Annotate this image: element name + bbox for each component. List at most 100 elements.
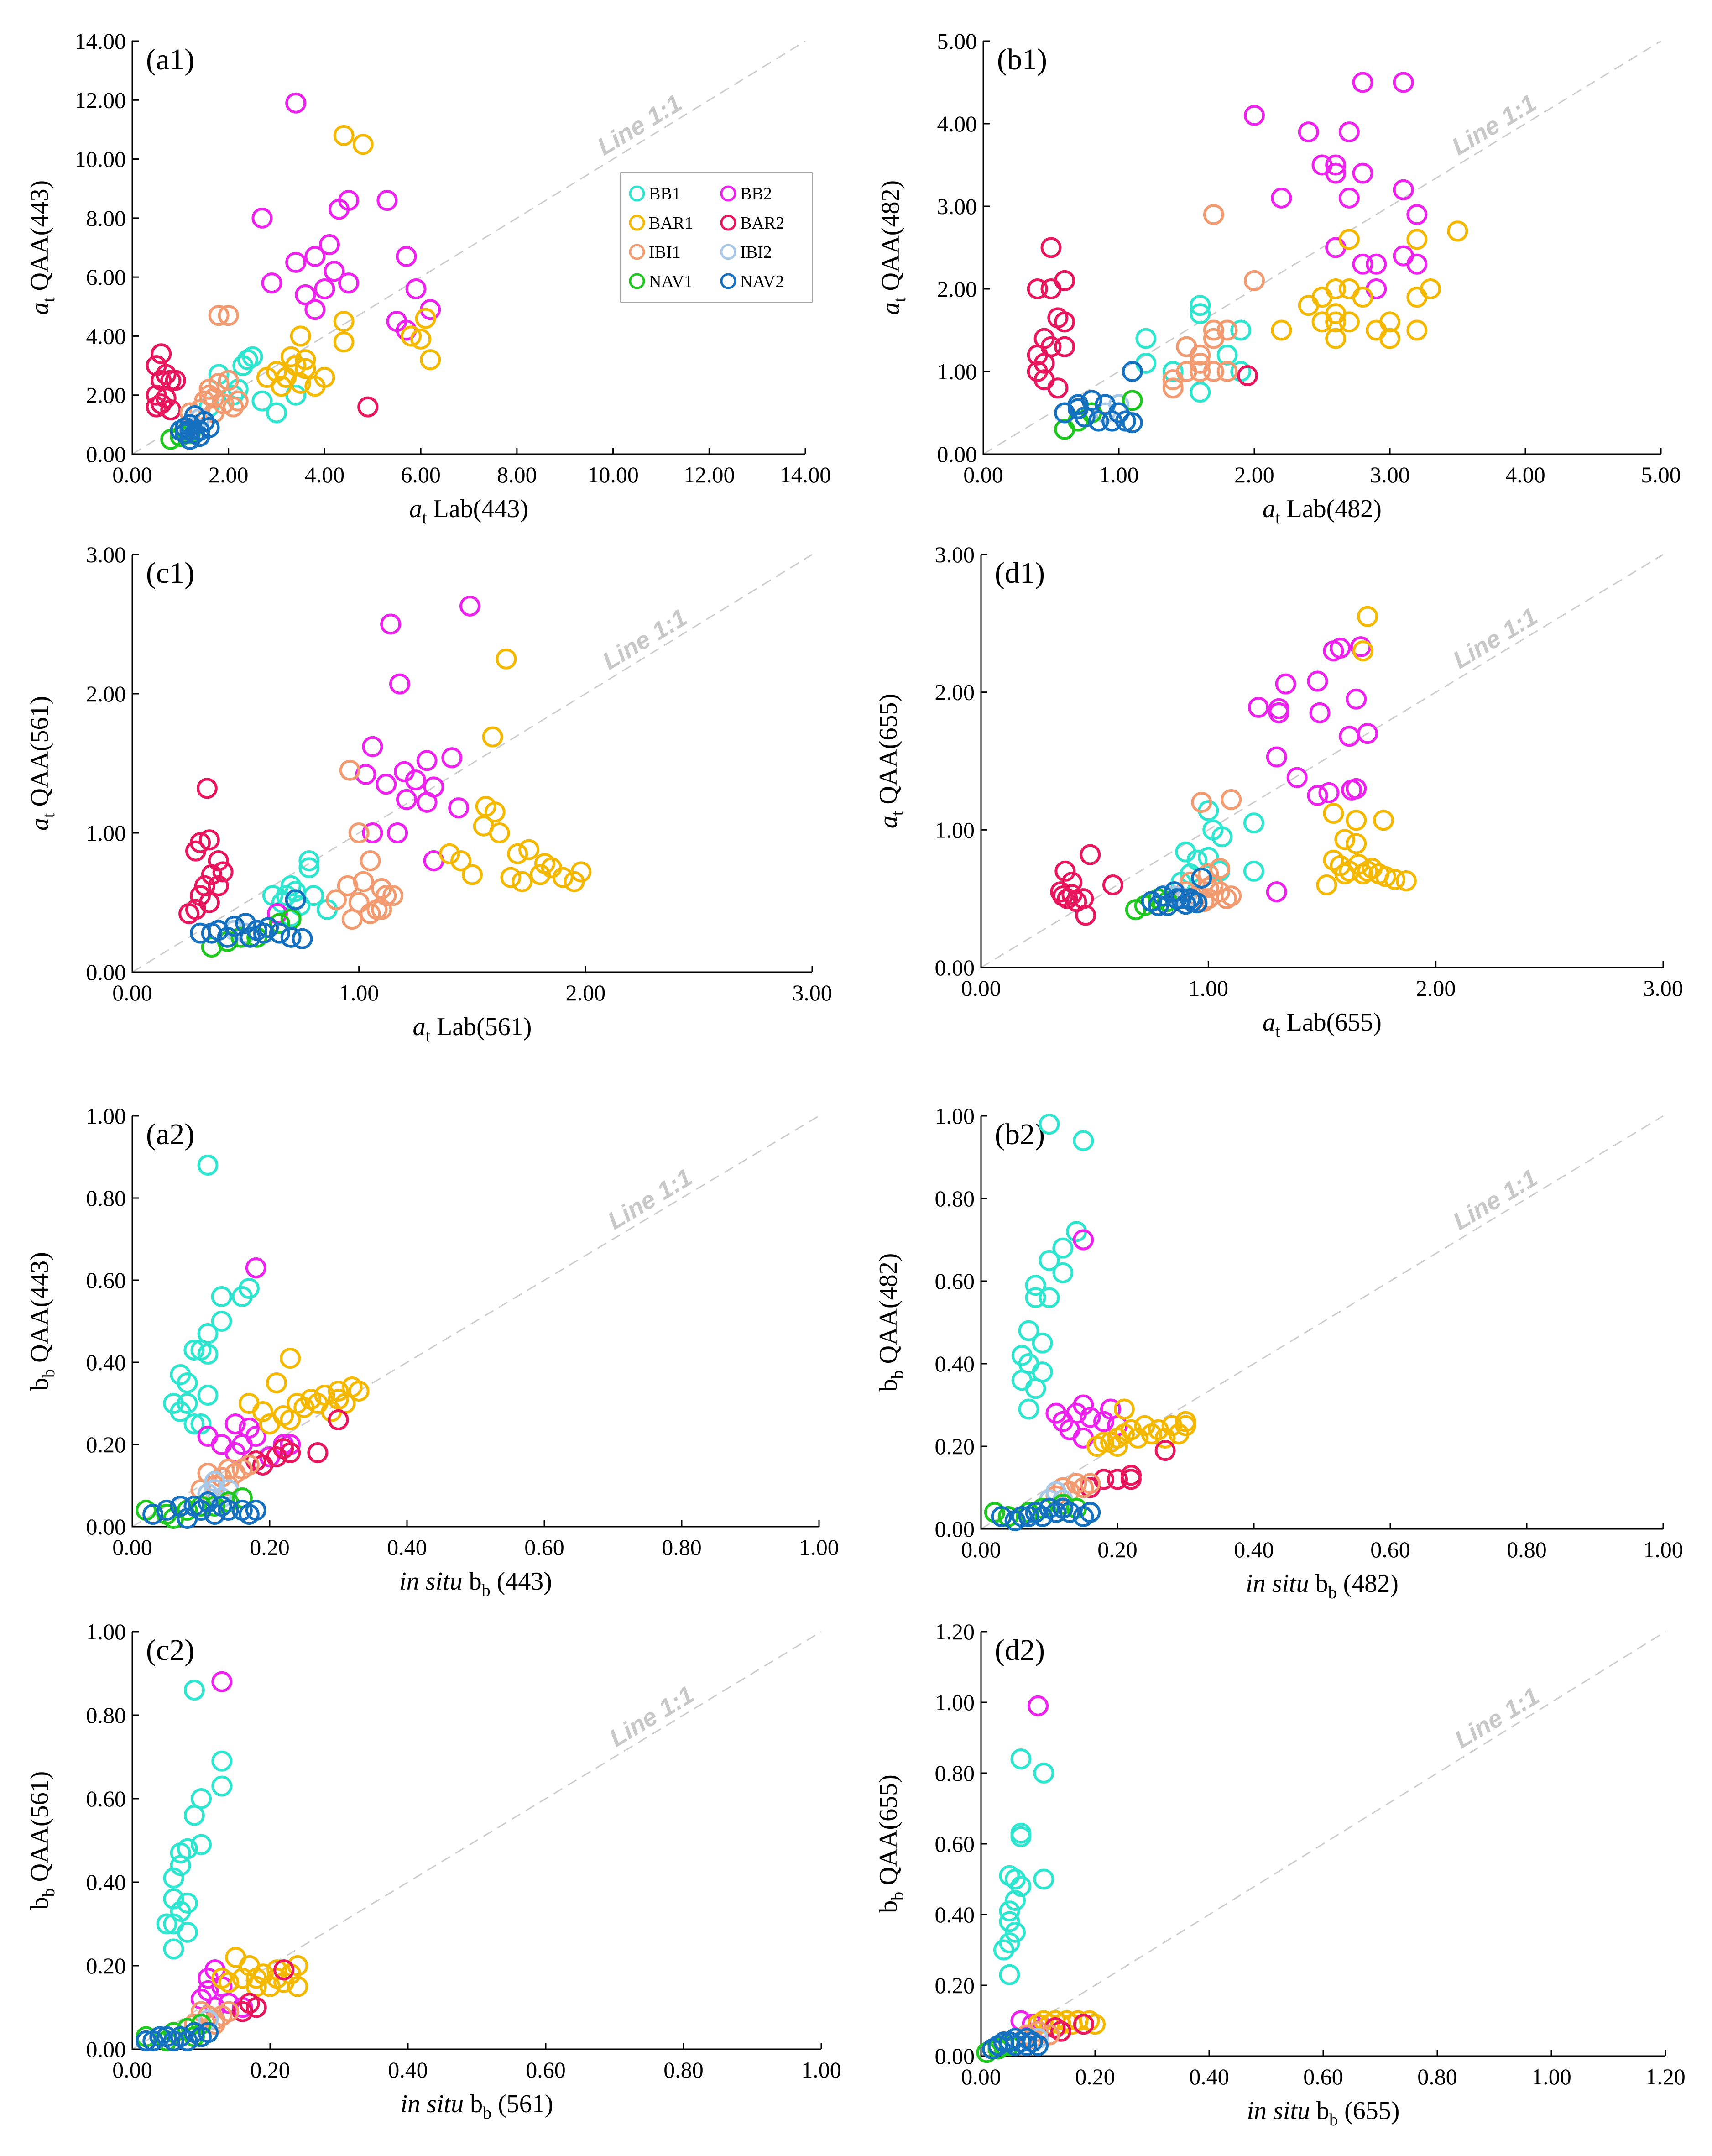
data-point-bar1 [333, 125, 355, 146]
data-point-bb2 [1266, 746, 1287, 768]
data-point-bb1 [1039, 1114, 1060, 1135]
data-point-ibi1 [1216, 361, 1238, 382]
data-point-bar1 [541, 857, 562, 879]
data-point-bar1 [420, 349, 441, 371]
data-point-bb1 [163, 1938, 184, 1960]
x-tick-label: 1.00 [801, 2057, 841, 2083]
data-point-bar1 [496, 648, 517, 670]
y-tick-label: 0.60 [86, 1786, 126, 1811]
data-point-bar1 [1316, 874, 1337, 895]
data-point-nav2 [1148, 895, 1169, 916]
data-point-bar1 [1366, 319, 1387, 341]
data-point-bar1 [1311, 287, 1333, 308]
data-point-nav2 [198, 417, 220, 438]
data-point-bb2 [1093, 1411, 1115, 1432]
chart-panel-b2: Line 1:1 0.00 0.20 0.40 0.60 0.80 1.00 0.00 0.20… [874, 1103, 1683, 1602]
data-point-bb2 [396, 789, 417, 810]
legend-marker-ibi1 [629, 244, 645, 260]
data-point-bar1 [1338, 229, 1360, 250]
y-tick-label: 0.40 [935, 1902, 975, 1927]
data-point-nav2 [1011, 1506, 1033, 1527]
data-point-bar1 [1127, 1427, 1148, 1449]
x-tick-label: 2.00 [209, 462, 249, 487]
data-point-bar1 [1323, 849, 1344, 871]
data-point-bar1 [1352, 287, 1373, 308]
x-tick-label: 2.00 [1234, 462, 1274, 487]
y-tick-label: 0.40 [86, 1869, 126, 1895]
x-tick-label: 3.00 [792, 980, 832, 1005]
data-point-bar1 [238, 1393, 260, 1414]
data-point-bar2 [198, 829, 220, 851]
data-point-bb2 [304, 246, 326, 267]
data-point-bar2 [208, 875, 229, 896]
data-point-nav2 [170, 1496, 191, 1517]
data-point-bb1 [1025, 1275, 1046, 1296]
y-tick-label: 0.80 [935, 1760, 975, 1786]
y-tick-label: 0.00 [86, 959, 126, 985]
data-point-bb1 [191, 1834, 212, 1855]
data-point-bb1 [1039, 1250, 1060, 1271]
data-point-bar1 [314, 366, 335, 388]
data-point-bb2 [211, 1671, 233, 1692]
data-point-nav2 [1122, 361, 1143, 382]
data-point-nav2 [189, 420, 210, 441]
x-axis-title: at Lab(482) [1263, 495, 1382, 528]
legend-marker-bar1 [629, 215, 645, 231]
y-tick-label: 0.40 [86, 1350, 126, 1375]
data-point-bar2 [232, 2001, 253, 2022]
data-point-nav2 [1005, 2028, 1026, 2049]
data-point-bb2 [1393, 245, 1414, 267]
data-point-bb2 [1346, 688, 1367, 710]
y-tick-label: 0.00 [937, 441, 977, 467]
data-point-bar1 [1141, 1423, 1162, 1444]
line-1-1-label: Line 1:1 [1450, 1682, 1544, 1754]
data-point-bb2 [396, 246, 417, 267]
data-point-nav2 [1032, 1506, 1053, 1527]
data-point-nav2 [1016, 2028, 1037, 2049]
data-point-bar1 [1085, 2014, 1106, 2035]
y-tick-label: 0.40 [935, 1351, 975, 1376]
data-point-bb2 [441, 747, 463, 769]
x-tick-label: 0.00 [112, 1534, 152, 1560]
data-point-bar1 [500, 867, 522, 888]
data-point-nav2 [1028, 2035, 1049, 2056]
x-tick-label: 3.00 [1370, 462, 1410, 487]
data-point-bb2 [285, 92, 307, 114]
data-point-bb2 [1309, 702, 1331, 723]
data-point-bb2 [376, 190, 398, 211]
data-point-bb1 [177, 1372, 198, 1393]
data-point-bb2 [1073, 1394, 1094, 1416]
data-point-bb1 [232, 355, 254, 377]
data-point-bar2 [273, 1438, 294, 1459]
data-point-bar1 [1338, 278, 1360, 299]
data-point-bar1 [1271, 319, 1292, 341]
x-tick-label: 0.60 [526, 2057, 566, 2083]
x-tick-label: 1.00 [1531, 2064, 1571, 2089]
legend-frame [620, 172, 813, 303]
x-tick-label: 1.00 [799, 1534, 839, 1560]
data-point-bb2 [198, 1980, 219, 2001]
chart-panel-a1: Line 1:1 0.00 2.00 4.00 6.00 8.00 10.00 12.00 14… [26, 28, 831, 528]
data-point-bb2 [389, 673, 411, 695]
data-point-bb1 [251, 390, 273, 412]
data-point-bb1 [1025, 1378, 1046, 1399]
legend-label-bar2: BAR2 [740, 214, 784, 233]
data-point-bar2 [1075, 905, 1096, 926]
data-point-bb1 [1162, 361, 1184, 382]
data-point-bb2 [1346, 778, 1367, 799]
data-point-bar1 [462, 864, 483, 885]
x-tick-label: 10.00 [587, 462, 639, 487]
y-tick-label: 0.20 [86, 1432, 126, 1457]
y-tick-label: 14.00 [75, 28, 126, 54]
x-axis-title: in situ bb (655) [1247, 2097, 1400, 2130]
data-point-bb1 [211, 1750, 233, 1772]
data-point-bb1 [1005, 1921, 1026, 1943]
data-point-bb1 [1198, 847, 1219, 868]
x-tick-label: 0.00 [963, 462, 1003, 487]
x-tick-label: 6.00 [401, 462, 441, 487]
data-point-bar1 [450, 850, 472, 871]
data-point-bb2 [1271, 187, 1292, 209]
line-1-1-label: Line 1:1 [1448, 602, 1542, 674]
data-point-ibi1 [218, 305, 239, 326]
data-point-bar1 [507, 843, 528, 864]
